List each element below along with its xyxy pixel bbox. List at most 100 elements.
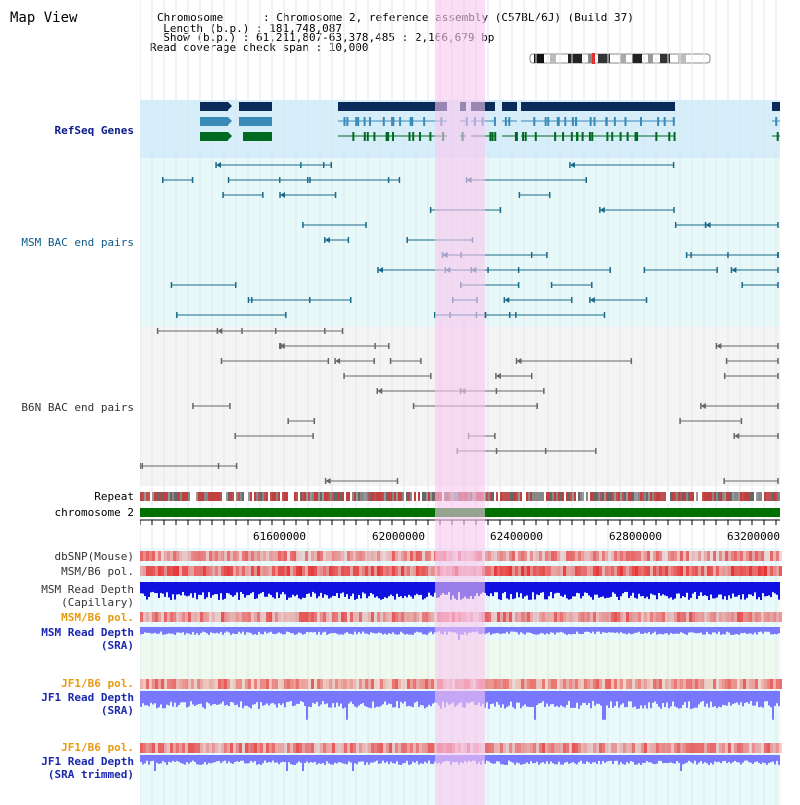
repeat-segment bbox=[494, 492, 496, 501]
jf1-depth-trim-bar bbox=[366, 755, 368, 763]
polymorphism-cell bbox=[563, 566, 566, 576]
msm-depth-sra-bar bbox=[680, 627, 682, 633]
jf1-depth-sra-bar bbox=[740, 691, 742, 703]
msm-depth-sra-bar bbox=[558, 627, 560, 633]
polymorphism-cell bbox=[224, 679, 227, 689]
msm-depth-sra-bar bbox=[224, 627, 226, 633]
jf1-depth-sra-bar bbox=[524, 691, 526, 705]
polymorphism-cell bbox=[371, 612, 374, 622]
jf1-depth-trim-bar bbox=[158, 755, 160, 764]
polymorphism-cell bbox=[392, 743, 395, 753]
msm-depth-sra-bar bbox=[238, 627, 240, 632]
repeat-segment bbox=[206, 492, 208, 501]
repeat-segment bbox=[740, 492, 742, 501]
polymorphism-cell bbox=[362, 612, 365, 622]
jf1-depth-trim-bar bbox=[582, 755, 584, 764]
repeat-segment bbox=[368, 492, 370, 501]
polymorphism-cell bbox=[737, 679, 740, 689]
msm-depth-capillary-bar bbox=[342, 582, 344, 593]
polymorphism-cell bbox=[422, 679, 425, 689]
jf1-depth-trim-bar bbox=[662, 755, 664, 764]
polymorphism-cell bbox=[542, 679, 545, 689]
jf1-depth-sra-bar bbox=[294, 691, 296, 706]
msm-depth-sra-bar bbox=[656, 627, 658, 635]
polymorphism-cell bbox=[530, 743, 533, 753]
polymorphism-cell bbox=[383, 679, 386, 689]
refseq-exon bbox=[343, 117, 346, 126]
msm-depth-sra-bar bbox=[422, 627, 424, 635]
repeat-segment bbox=[218, 492, 220, 501]
polymorphism-cell bbox=[527, 566, 530, 576]
jf1-depth-trim-bar bbox=[186, 755, 188, 763]
jf1-depth-trim-bar bbox=[282, 755, 284, 762]
msm-depth-capillary-bar bbox=[488, 582, 490, 597]
jf1-depth-sra-bar bbox=[540, 691, 542, 703]
repeat-segment bbox=[422, 492, 424, 501]
polymorphism-cell bbox=[650, 743, 653, 753]
msm-bac-pair-arrow bbox=[731, 267, 737, 273]
polymorphism-cell bbox=[251, 743, 254, 753]
polymorphism-cell bbox=[692, 551, 695, 561]
polymorphism-cell bbox=[182, 743, 185, 753]
polymorphism-cell bbox=[314, 679, 317, 689]
msm-depth-sra-bar bbox=[202, 627, 204, 632]
polymorphism-cell bbox=[575, 743, 578, 753]
polymorphism-cell bbox=[185, 743, 188, 753]
msm-depth-capillary-bar bbox=[728, 582, 730, 596]
jf1-depth-trim-bar bbox=[552, 755, 554, 764]
msm-depth-capillary-bar bbox=[744, 582, 746, 600]
polymorphism-cell bbox=[311, 612, 314, 622]
msm-depth-capillary-bar bbox=[606, 582, 608, 598]
msm-depth-sra-bar bbox=[654, 627, 656, 632]
polymorphism-cell bbox=[200, 743, 203, 753]
msm-depth-capillary-bar bbox=[350, 582, 352, 597]
repeat-segment bbox=[320, 492, 322, 501]
msm-depth-capillary-bar bbox=[274, 582, 276, 599]
msm-depth-capillary-bar bbox=[754, 582, 756, 593]
polymorphism-cell bbox=[659, 566, 662, 576]
polymorphism-cell bbox=[767, 551, 770, 561]
polymorphism-cell bbox=[158, 679, 161, 689]
msm-depth-capillary-bar bbox=[760, 582, 762, 600]
jf1-depth-trim-bar bbox=[388, 755, 390, 765]
polymorphism-cell bbox=[653, 612, 656, 622]
polymorphism-cell bbox=[668, 551, 671, 561]
polymorphism-cell bbox=[320, 566, 323, 576]
msm-depth-sra-bar bbox=[620, 627, 622, 633]
repeat-segment bbox=[140, 492, 142, 501]
repeat-segment bbox=[404, 492, 406, 501]
jf1-depth-sra-bar bbox=[390, 691, 392, 705]
msm-depth-sra-bar bbox=[170, 627, 172, 634]
jf1-depth-sra-bar bbox=[604, 691, 606, 720]
refseq-exon bbox=[611, 132, 614, 141]
polymorphism-cell bbox=[275, 679, 278, 689]
polymorphism-cell bbox=[557, 679, 560, 689]
polymorphism-cell bbox=[620, 551, 623, 561]
repeat-segment bbox=[754, 492, 756, 501]
polymorphism-cell bbox=[752, 551, 755, 561]
msm-depth-sra-bar bbox=[178, 627, 180, 633]
polymorphism-cell bbox=[377, 612, 380, 622]
polymorphism-cell bbox=[752, 679, 755, 689]
polymorphism-cell bbox=[614, 679, 617, 689]
polymorphism-cell bbox=[425, 551, 428, 561]
repeat-segment bbox=[176, 492, 178, 501]
polymorphism-cell bbox=[395, 679, 398, 689]
jf1-depth-sra-bar bbox=[498, 691, 500, 705]
msm-depth-sra-bar bbox=[426, 627, 428, 635]
msm-depth-capillary-bar bbox=[164, 582, 166, 597]
msm-depth-sra-bar bbox=[246, 627, 248, 633]
jf1-depth-trim-bar bbox=[736, 755, 738, 763]
jf1-depth-trim-bar bbox=[588, 755, 590, 763]
polymorphism-cell bbox=[491, 743, 494, 753]
polymorphism-cell bbox=[578, 679, 581, 689]
polymorphism-cell bbox=[566, 566, 569, 576]
polymorphism-cell bbox=[155, 551, 158, 561]
repeat-segment bbox=[260, 492, 262, 501]
repeat-segment bbox=[662, 492, 664, 501]
polymorphism-cell bbox=[734, 743, 737, 753]
msm-depth-capillary-bar bbox=[690, 582, 692, 598]
msm-depth-capillary-bar bbox=[316, 582, 318, 599]
msm-depth-sra-bar bbox=[282, 627, 284, 635]
msm-depth-sra-bar bbox=[256, 627, 258, 635]
